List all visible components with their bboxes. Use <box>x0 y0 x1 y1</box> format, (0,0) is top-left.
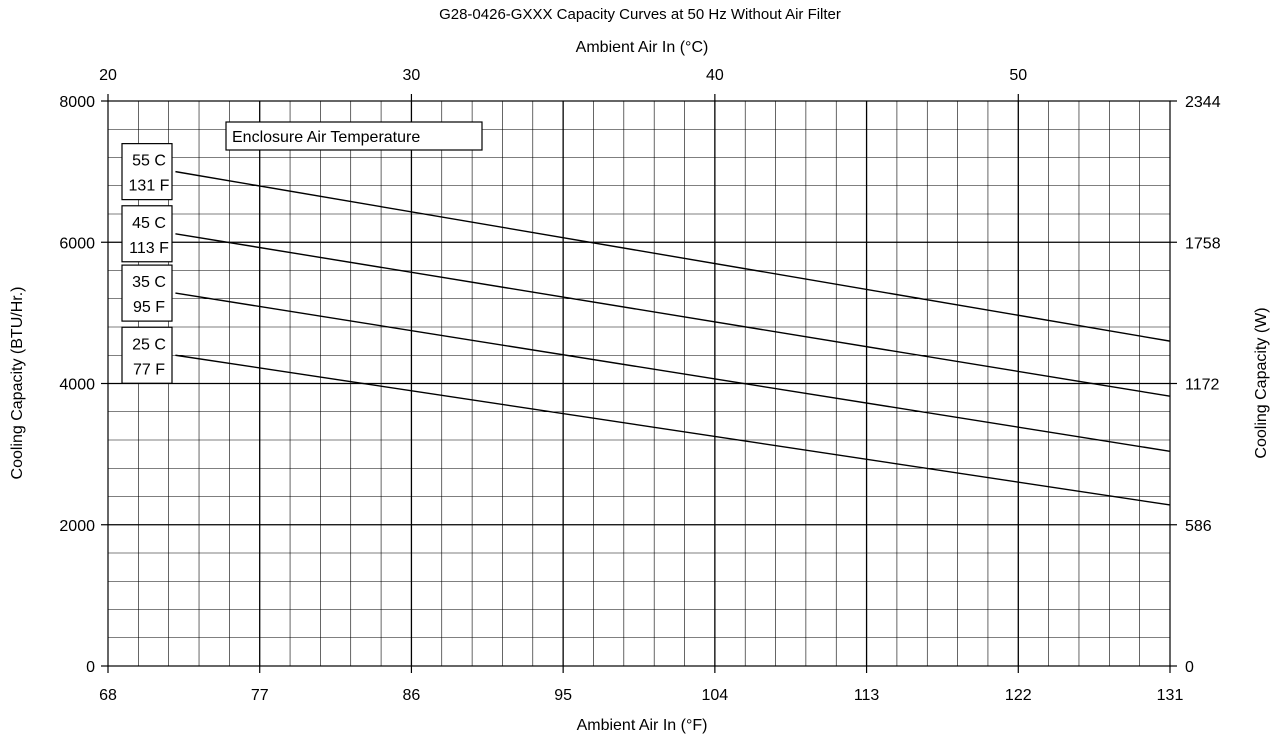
series-label-fahrenheit: 131 F <box>129 178 170 195</box>
series-label-box: 55 C 131 F <box>121 143 173 201</box>
axis-ticks <box>101 94 1177 673</box>
y2-tick-label: 2344 <box>1185 94 1221 111</box>
series-line <box>175 233 1171 397</box>
series-line <box>175 170 1171 342</box>
x-tick-label: 95 <box>554 687 572 704</box>
y-tick-label: 4000 <box>59 377 95 394</box>
series-label-frame <box>121 143 173 201</box>
y2-tick-label: 1172 <box>1185 377 1220 394</box>
series-label-celsius: 35 C <box>132 274 166 291</box>
left-y-axis-label: Cooling Capacity (BTU/Hr.) <box>9 287 26 480</box>
series-label-celsius: 25 C <box>132 336 166 353</box>
series-label-frame <box>121 205 173 263</box>
y-tick-label: 8000 <box>59 94 95 111</box>
x-tick-label: 68 <box>99 687 117 704</box>
x-tick-label: 113 <box>854 687 880 704</box>
x-top-tick-label: 50 <box>1009 67 1027 84</box>
x-tick-label: 86 <box>403 687 421 704</box>
right-y-axis-label: Cooling Capacity (W) <box>1253 307 1270 458</box>
x-top-tick-label: 40 <box>706 67 724 84</box>
y-tick-label: 6000 <box>59 235 95 252</box>
y2-tick-label: 0 <box>1185 659 1194 676</box>
series-line <box>175 354 1171 506</box>
x-top-tick-label: 30 <box>403 67 421 84</box>
x-tick-label: 131 <box>1157 687 1184 704</box>
series-label-fahrenheit: 113 F <box>129 240 169 257</box>
series-label-celsius: 55 C <box>132 153 166 170</box>
series-label-fahrenheit: 95 F <box>133 299 165 316</box>
y2-tick-label: 1758 <box>1185 235 1221 252</box>
legend-title-box: Enclosure Air Temperature <box>225 121 483 151</box>
series-line <box>175 292 1171 452</box>
series-label-fahrenheit: 77 F <box>133 361 165 378</box>
y-tick-label: 0 <box>86 659 95 676</box>
series-label-box: 45 C 113 F <box>121 205 173 263</box>
x-tick-label: 122 <box>1005 687 1032 704</box>
top-x-axis-label: Ambient Air In (°C) <box>576 39 709 56</box>
bottom-x-axis-label: Ambient Air In (°F) <box>577 717 708 734</box>
y2-tick-label: 586 <box>1185 518 1212 535</box>
tick-labels: 68 77 86 95 104 113 122 131 20 30 40 50 0 2000 4000 600… <box>59 67 1220 704</box>
series-label-celsius: 45 C <box>132 215 166 232</box>
series-label-box: 25 C 77 F <box>121 326 173 384</box>
x-tick-label: 77 <box>251 687 269 704</box>
x-tick-label: 104 <box>702 687 729 704</box>
series-label-box: 35 C 95 F <box>121 264 173 322</box>
major-gridlines <box>108 101 1170 666</box>
x-top-tick-label: 20 <box>99 67 117 84</box>
legend-title: Enclosure Air Temperature <box>232 129 420 146</box>
series-labels: 55 C 131 F 45 C 113 F 35 C 95 F 25 C 77 F <box>121 143 173 384</box>
chart-title: G28-0426-GXXX Capacity Curves at 50 Hz W… <box>439 6 841 23</box>
series-label-frame <box>121 326 173 384</box>
y-tick-label: 2000 <box>59 518 95 535</box>
series-label-frame <box>121 264 173 322</box>
series-lines <box>175 170 1171 506</box>
